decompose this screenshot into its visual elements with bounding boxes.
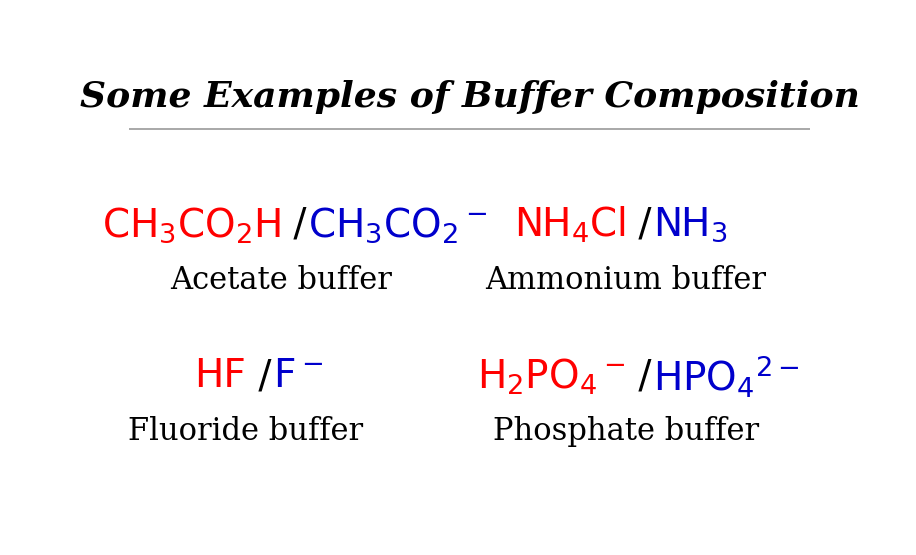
Text: F$^-$: F$^-$ xyxy=(273,357,322,395)
Text: HF: HF xyxy=(194,357,245,395)
Text: NH$_4$Cl: NH$_4$Cl xyxy=(514,205,626,245)
Text: /: / xyxy=(626,206,663,244)
Text: /: / xyxy=(626,357,663,395)
Text: Acetate buffer: Acetate buffer xyxy=(170,265,392,296)
Text: CH$_3$CO$_2$H: CH$_3$CO$_2$H xyxy=(103,205,281,245)
Text: HPO$_4$$^{2-}$: HPO$_4$$^{2-}$ xyxy=(652,354,800,400)
Text: Some Examples of Buffer Composition: Some Examples of Buffer Composition xyxy=(80,79,859,114)
Text: Phosphate buffer: Phosphate buffer xyxy=(493,416,758,447)
Text: /: / xyxy=(245,357,284,395)
Text: Ammonium buffer: Ammonium buffer xyxy=(485,265,766,296)
Text: CH$_3$CO$_2$$^-$: CH$_3$CO$_2$$^-$ xyxy=(309,205,487,245)
Text: H$_2$PO$_4$$^-$: H$_2$PO$_4$$^-$ xyxy=(477,356,626,397)
Text: NH$_3$: NH$_3$ xyxy=(652,205,727,244)
Text: /: / xyxy=(281,206,319,244)
Text: Fluoride buffer: Fluoride buffer xyxy=(128,416,364,447)
